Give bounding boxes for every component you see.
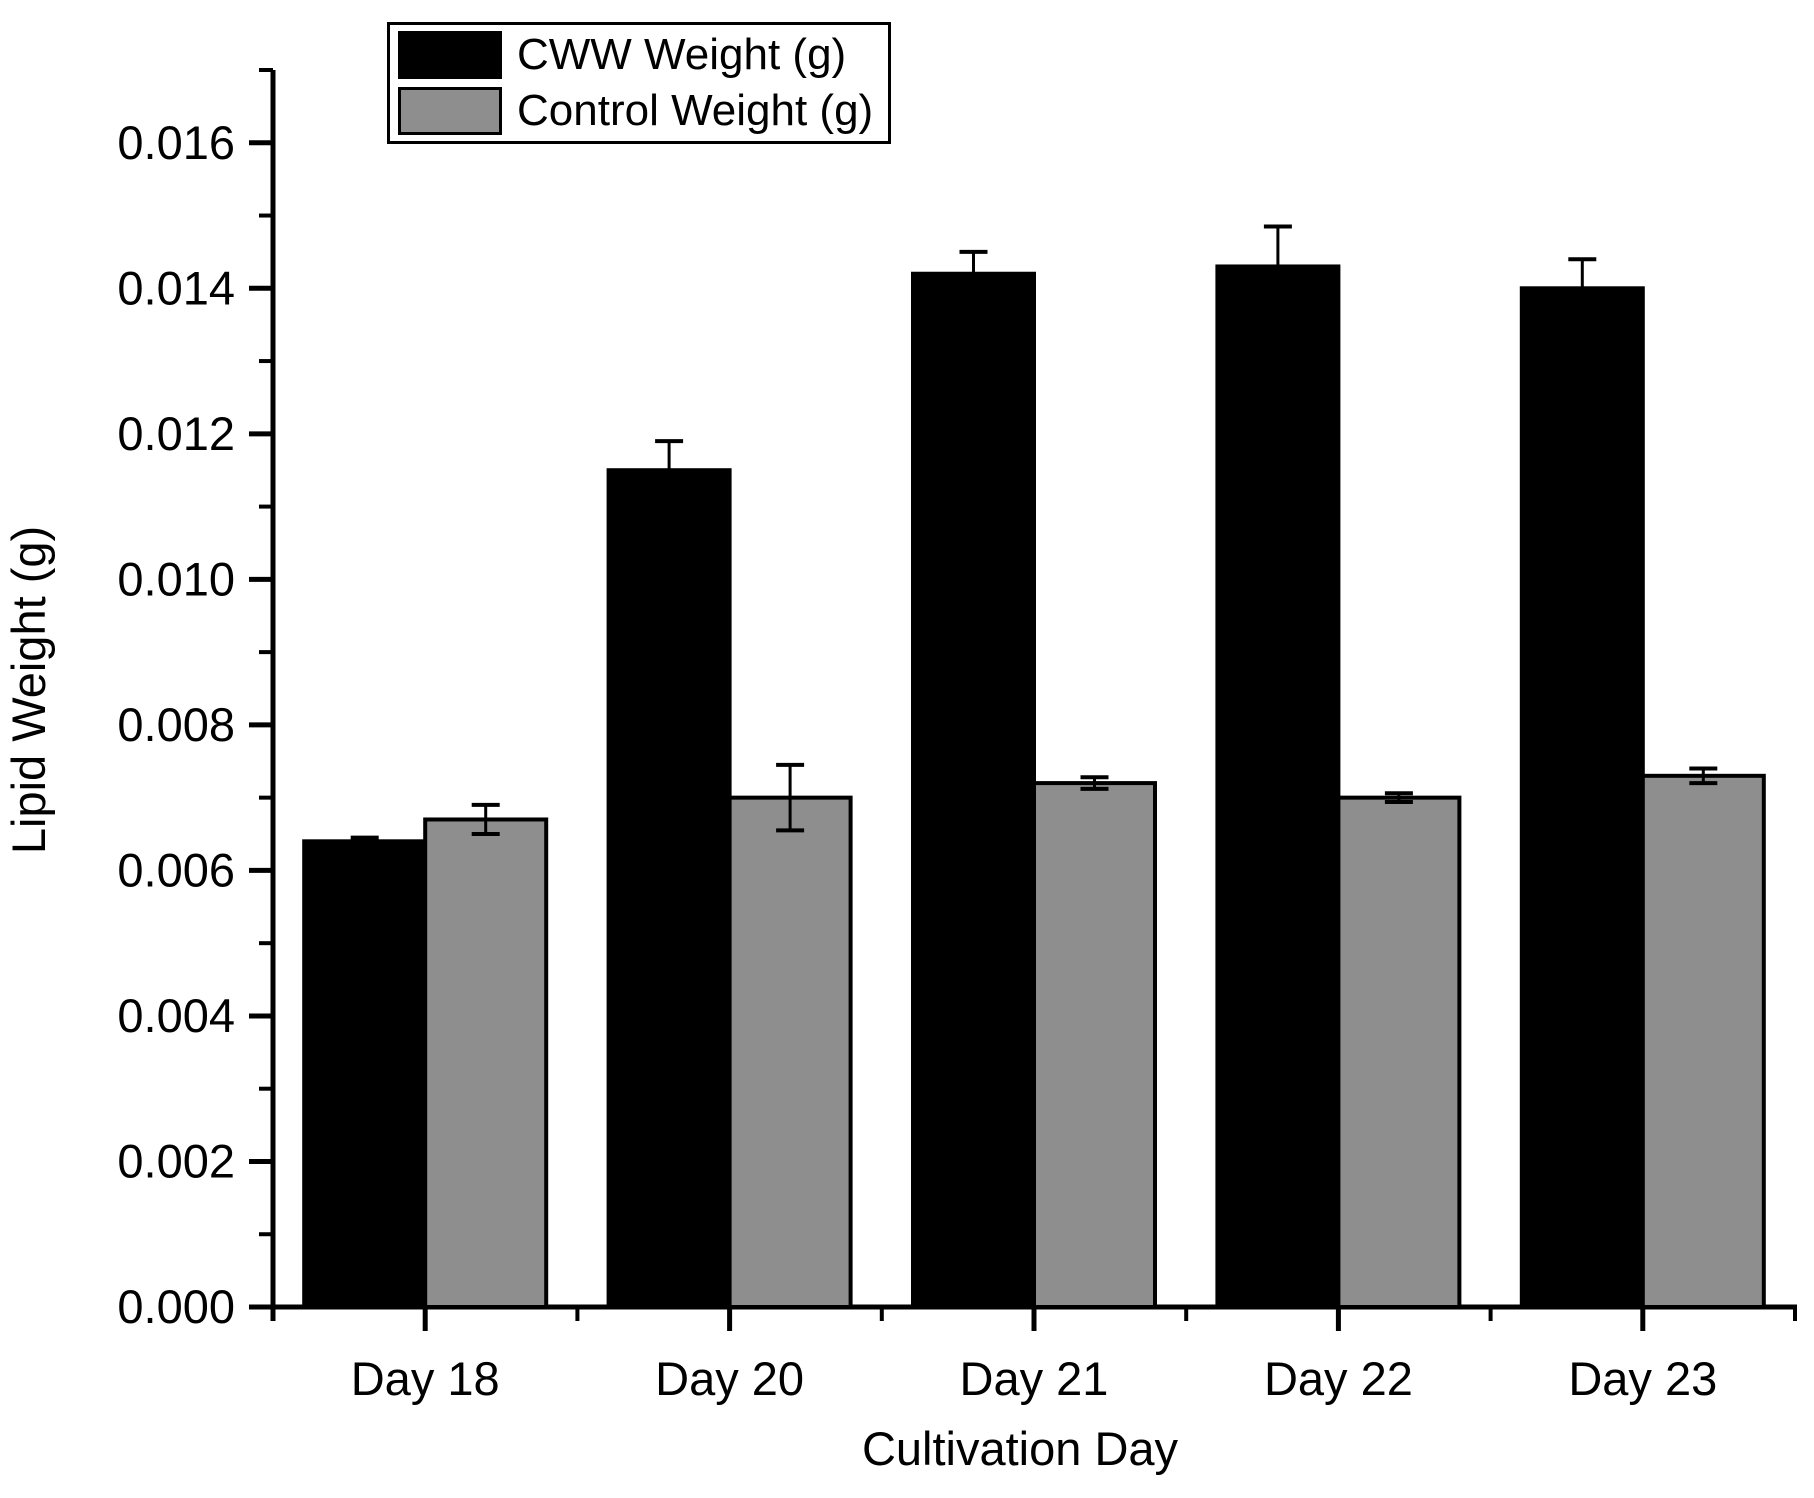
y-tick-label: 0.010 [117, 552, 235, 605]
bar-control-4 [1336, 795, 1462, 1309]
y-axis-title: Lipid Weight (g) [2, 526, 55, 854]
x-tick-label: Day 22 [1264, 1352, 1413, 1405]
x-tick-label: Day 20 [655, 1352, 804, 1405]
x-axis-title: Cultivation Day [862, 1422, 1179, 1475]
bar-cww-5 [1519, 286, 1645, 1309]
legend-item-control: Control Weight (g) [390, 86, 888, 136]
y-tick-label: 0.006 [117, 843, 235, 896]
y-tick-label: 0.004 [117, 989, 235, 1042]
bar-cww-3 [911, 271, 1036, 1309]
legend-label-control: Control Weight (g) [517, 85, 874, 135]
bar-control-1 [423, 817, 549, 1309]
bar-control-3 [1032, 781, 1157, 1309]
y-tick-label: 0.012 [117, 407, 235, 460]
legend-label-cww: CWW Weight (g) [517, 30, 847, 80]
y-tick-label: 0.016 [117, 116, 235, 169]
y-tick-label: 0.014 [117, 261, 235, 314]
y-tick-label: 0.002 [117, 1134, 235, 1187]
bar-cww-4 [1215, 264, 1341, 1309]
y-tick-label: 0.000 [117, 1280, 235, 1333]
bar-cww-1 [302, 839, 428, 1310]
bar-control-5 [1640, 773, 1766, 1309]
legend-swatch-cww [398, 31, 502, 80]
x-tick-label: Day 23 [1568, 1352, 1717, 1405]
legend-item-cww: CWW Weight (g) [390, 30, 888, 80]
legend: CWW Weight (g) Control Weight (g) [387, 22, 891, 144]
x-tick-label: Day 18 [351, 1352, 500, 1405]
x-tick-label: Day 21 [960, 1352, 1109, 1405]
legend-swatch-control [398, 86, 502, 135]
y-tick-label: 0.008 [117, 698, 235, 751]
bar-control-2 [727, 795, 853, 1309]
bar-cww-2 [606, 468, 732, 1309]
